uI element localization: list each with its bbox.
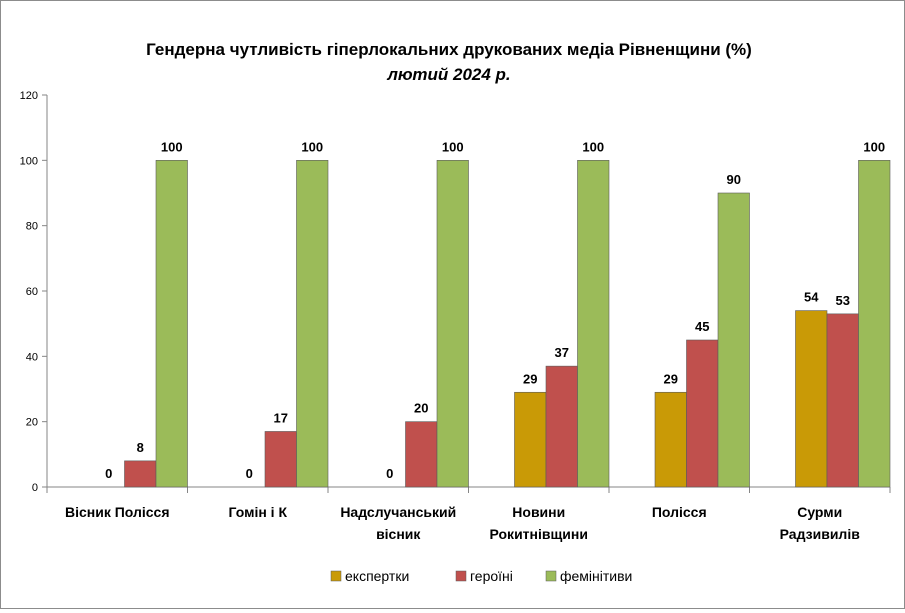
x-tick-label: Вісник Полісся: [65, 504, 170, 520]
legend-swatch: [545, 570, 557, 582]
data-label: 100: [301, 139, 323, 154]
bar: [826, 313, 859, 488]
chart-title: Гендерна чутливість гіперлокальних друко…: [146, 40, 752, 59]
x-tick-label-line: Вісник Полісся: [65, 504, 170, 520]
data-label: 100: [161, 139, 183, 154]
legend-label: фемінітиви: [560, 568, 632, 584]
bar: [686, 339, 719, 488]
x-tick-label: Гомін і К: [228, 504, 287, 520]
data-label: 29: [664, 371, 678, 386]
y-tick-label: 100: [20, 155, 38, 167]
bar: [405, 421, 438, 488]
legend-label: героїні: [470, 568, 513, 584]
data-label: 90: [727, 172, 741, 187]
y-tick-label: 0: [32, 482, 38, 494]
x-tick-label-line: Радзивилів: [780, 526, 861, 542]
data-label: 8: [137, 440, 144, 455]
data-label: 53: [836, 293, 850, 308]
legend-swatch: [330, 570, 342, 582]
data-label: 0: [246, 466, 253, 481]
x-tick-label-line: Сурми: [797, 504, 842, 520]
bar: [654, 391, 687, 488]
bar: [577, 160, 610, 488]
legend-swatch: [455, 570, 467, 582]
x-tick-label-line: вісник: [376, 526, 421, 542]
x-tick-label: Надслучанський вісник: [340, 504, 456, 542]
bar: [296, 160, 329, 488]
data-label: 100: [582, 139, 604, 154]
data-label: 20: [414, 401, 428, 416]
y-tick-label: 80: [26, 221, 38, 233]
x-tick-label-line: Надслучанський: [340, 504, 456, 520]
data-label: 100: [863, 139, 885, 154]
bar: [124, 460, 157, 488]
y-tick-label: 40: [26, 351, 38, 363]
legend: експертки героїні фемінітиви: [330, 568, 632, 584]
x-tick-label-line: Полісся: [652, 504, 707, 520]
chart-subtitle: лютий 2024 р.: [386, 65, 510, 84]
legend-label: експертки: [345, 568, 409, 584]
data-label: 100: [442, 139, 464, 154]
bar: [155, 160, 188, 488]
bar: [436, 160, 469, 488]
data-label: 29: [523, 371, 537, 386]
bar: [717, 192, 750, 488]
bar: [858, 160, 891, 488]
bar: [264, 431, 297, 488]
y-tick-label: 60: [26, 286, 38, 298]
x-tick-label: Сурми Радзивилів: [780, 504, 861, 542]
data-label: 54: [804, 290, 819, 305]
x-tick-label-line: Гомін і К: [228, 504, 287, 520]
y-tick-label: 20: [26, 417, 38, 429]
data-labels: 0 0 0 29 29 54 8 17 20 37 45 53 100 100 100 100 90 100: [105, 139, 885, 481]
data-label: 17: [274, 410, 288, 425]
data-label: 37: [555, 345, 569, 360]
bar: [514, 391, 547, 488]
bar: [545, 365, 578, 488]
x-tick-label-line: Рокитнівщини: [490, 526, 588, 542]
x-tick-label: Новини Рокитнівщини: [490, 504, 588, 542]
data-label: 0: [105, 466, 112, 481]
data-label: 45: [695, 319, 709, 334]
bars: [124, 160, 891, 488]
x-tick-label: Полісся: [652, 504, 707, 520]
y-tick-label: 120: [20, 90, 38, 102]
x-tick-label-line: Новини: [512, 504, 565, 520]
data-label: 0: [386, 466, 393, 481]
bar: [795, 310, 828, 488]
